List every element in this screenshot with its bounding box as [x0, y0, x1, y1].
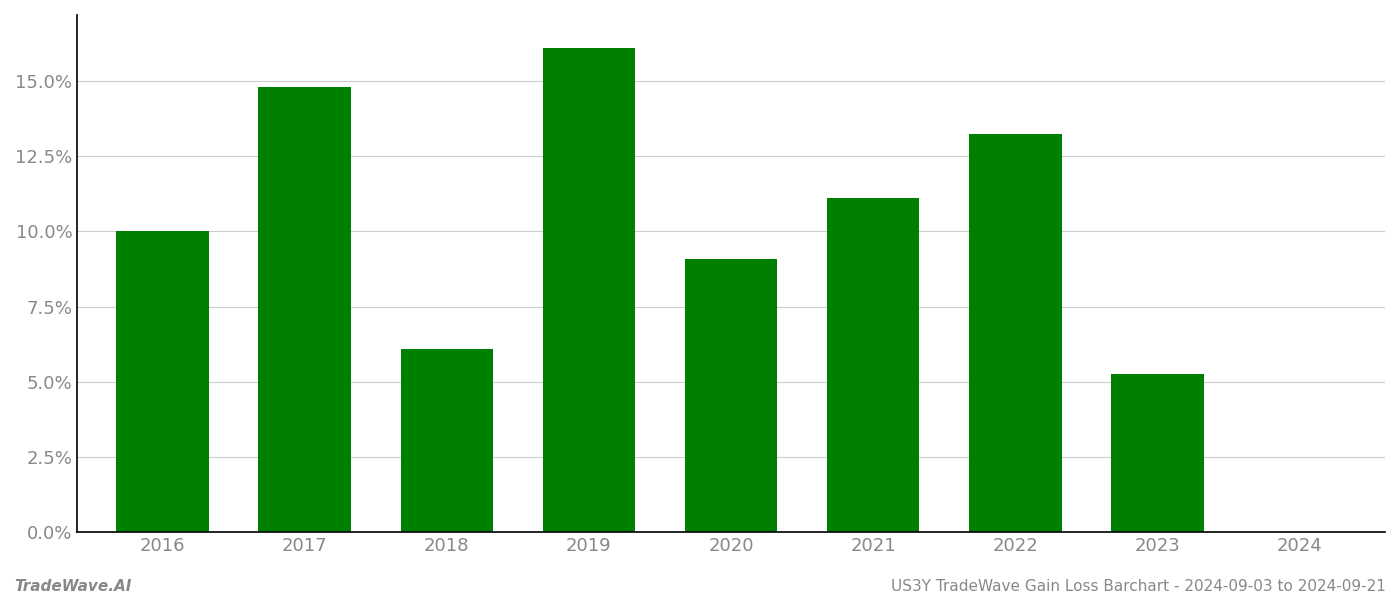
Bar: [543, 48, 636, 532]
Text: TradeWave.AI: TradeWave.AI: [14, 579, 132, 594]
Bar: [1112, 374, 1204, 532]
Bar: [259, 87, 351, 532]
Bar: [116, 231, 209, 532]
Bar: [400, 349, 493, 532]
Bar: [827, 199, 920, 532]
Bar: [969, 134, 1061, 532]
Text: US3Y TradeWave Gain Loss Barchart - 2024-09-03 to 2024-09-21: US3Y TradeWave Gain Loss Barchart - 2024…: [892, 579, 1386, 594]
Bar: [685, 259, 777, 532]
